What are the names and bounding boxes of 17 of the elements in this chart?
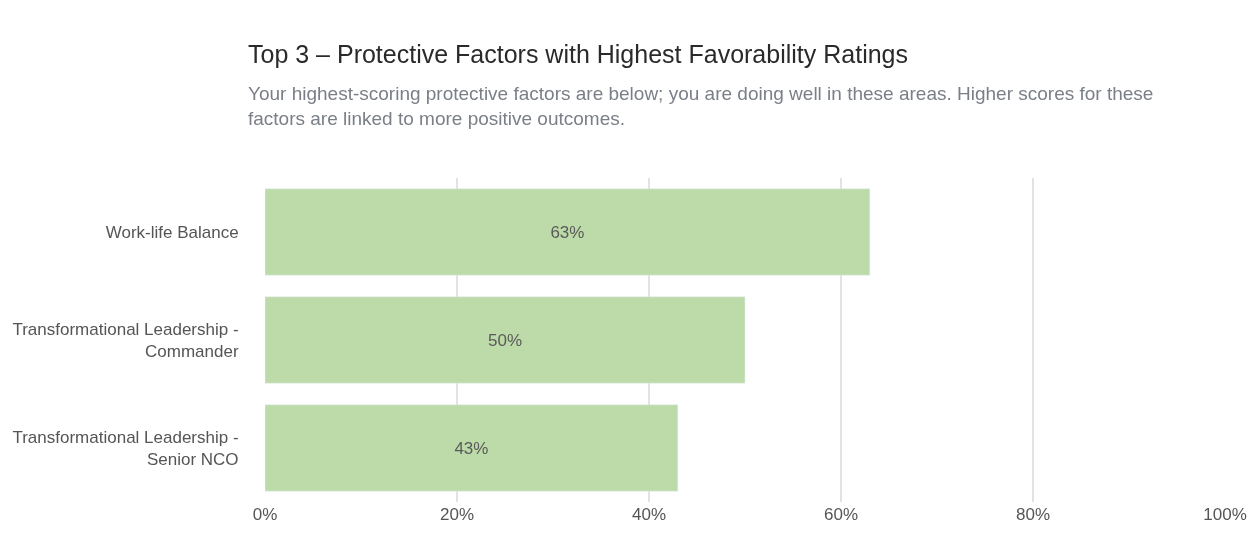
chart-subtitle: Your highest-scoring protective factors are below; you are doing well in these areas. Higher scores for these factors are linked to more positive outcomes.	[248, 83, 1154, 129]
y-tick-label: Transformational Leadership - Senior NCO	[12, 427, 239, 469]
x-tick-label: 60%	[823, 505, 859, 524]
x-tick-label: 20%	[439, 505, 475, 524]
y-tick-label: Work-life Balance	[105, 222, 239, 242]
data-label: 50%	[487, 330, 523, 350]
x-tick-label: 100%	[1203, 505, 1247, 524]
x-tick-label: 40%	[631, 505, 667, 524]
x-tick-label: 0%	[252, 505, 278, 524]
bar	[265, 296, 746, 384]
x-tick-label: 80%	[1015, 505, 1051, 524]
chart-title: Top 3 – Protective Factors with Highest Favorability Ratings	[248, 40, 908, 68]
data-label: 63%	[550, 222, 585, 242]
y-tick-label: Transformational Leadership - Commander	[12, 319, 239, 361]
bar	[265, 404, 679, 492]
data-label: 43%	[454, 438, 489, 458]
bar	[265, 188, 871, 276]
